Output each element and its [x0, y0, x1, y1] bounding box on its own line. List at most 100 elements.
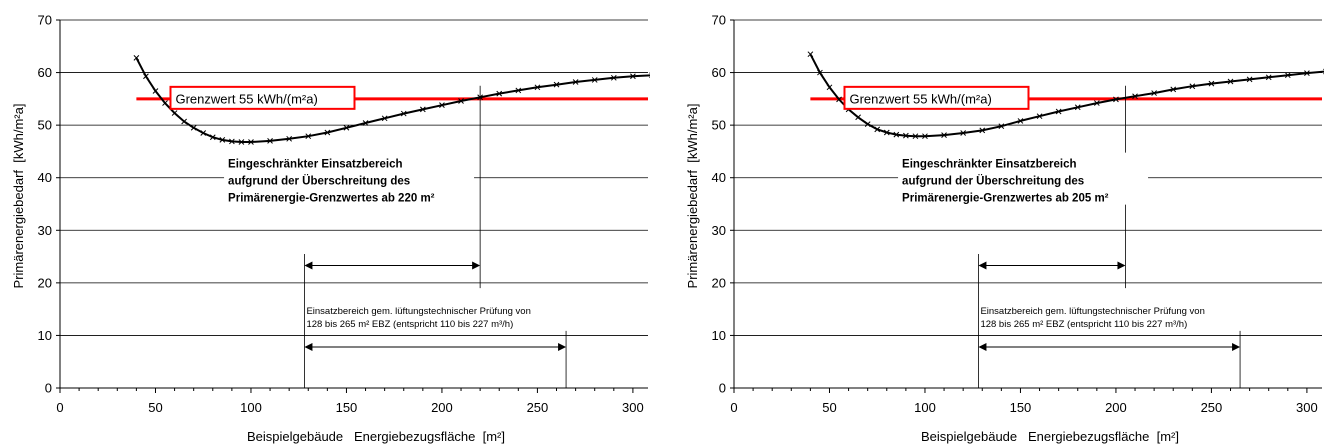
data-point	[855, 114, 861, 121]
data-point	[1151, 90, 1157, 96]
data-point	[1074, 104, 1081, 111]
data-point	[979, 127, 986, 134]
restricted-arrow-head-right	[1117, 261, 1126, 270]
data-point	[143, 73, 149, 80]
data-point	[439, 102, 445, 109]
data-point	[807, 51, 814, 58]
range-arrow-head-left	[978, 342, 987, 351]
data-point	[941, 132, 947, 138]
restricted-annotation-line-2: aufgrund der Überschreitung des	[902, 175, 1084, 188]
x-axis-title: Beispielgebäude Energiebezugsfläche [m²]	[921, 429, 1179, 444]
limit-label: Grenzwert 55 kWh/(m²a)	[849, 91, 991, 106]
restricted-annotation-line-1: Eingeschränkter Einsatzbereich	[228, 159, 402, 171]
data-point	[133, 54, 140, 61]
y-tick-label: 20	[712, 275, 726, 290]
x-tick-label: 250	[527, 400, 549, 415]
data-point	[1304, 70, 1310, 76]
data-point	[572, 79, 579, 85]
y-tick-label: 30	[712, 223, 726, 238]
data-point	[1093, 100, 1100, 106]
y-tick-label: 60	[712, 65, 726, 80]
data-point	[190, 124, 197, 131]
y-tick-label: 20	[38, 275, 52, 290]
range-arrow-head-right	[1232, 342, 1241, 351]
data-point	[419, 106, 426, 113]
data-point	[922, 133, 928, 140]
data-point	[864, 121, 871, 127]
x-tick-label: 250	[1201, 400, 1223, 415]
data-point	[610, 74, 617, 81]
data-point	[162, 100, 168, 106]
y-tick-label: 0	[719, 381, 726, 396]
y-tick-label: 10	[38, 328, 52, 343]
data-point	[912, 133, 919, 140]
data-point	[248, 139, 254, 145]
data-point	[1246, 76, 1253, 83]
data-point	[903, 132, 909, 139]
restricted-annotation-line-2: aufgrund der Überschreitung des	[228, 175, 410, 188]
x-tick-label: 200	[1105, 400, 1127, 415]
data-point	[998, 123, 1005, 130]
range-arrow-head-left	[304, 342, 313, 351]
data-point	[534, 84, 541, 91]
data-point	[238, 139, 245, 145]
restricted-arrow-head-left	[304, 261, 313, 270]
range-arrow-head-right	[558, 342, 567, 351]
restricted-annotation-line-1: Eingeschränkter Einsatzbereich	[902, 159, 1076, 171]
data-point	[152, 88, 159, 94]
data-point	[181, 118, 187, 125]
x-tick-label: 0	[56, 400, 63, 415]
range-annotation-line-1: Einsatzbereich gem. lüftungstechnischer …	[306, 306, 530, 317]
data-point	[1265, 74, 1272, 81]
chart-left: 0 10 20 30 40 50 60 70 0 50 100 150 200 250 300 Beispie…	[11, 13, 650, 444]
series-line	[135, 57, 650, 143]
y-tick-label: 0	[45, 381, 52, 396]
limit-label: Grenzwert 55 kWh/(m²a)	[175, 91, 317, 106]
y-tick-label: 40	[38, 170, 52, 185]
data-point	[553, 81, 560, 88]
data-point	[400, 110, 407, 117]
data-point	[381, 115, 388, 122]
limit-label-box	[169, 85, 356, 110]
data-point	[343, 124, 350, 131]
data-point	[219, 137, 226, 143]
data-point	[1017, 118, 1024, 124]
data-point	[630, 73, 636, 80]
limit-label-box	[843, 85, 1030, 110]
data-point	[229, 138, 235, 145]
data-point	[960, 130, 967, 136]
data-point	[305, 133, 312, 140]
y-axis-title: Primärenergiebedarf [kWh/m²a]	[11, 104, 26, 289]
data-point	[1208, 80, 1215, 87]
y-tick-label: 60	[38, 65, 52, 80]
data-point	[591, 77, 598, 83]
x-tick-label: 200	[431, 400, 453, 415]
data-point	[1055, 108, 1062, 115]
x-tick-label: 100	[914, 400, 936, 415]
restricted-annotation-line-3: Primärenergie-Grenzwertes ab 205 m²	[902, 193, 1109, 205]
x-tick-label: 50	[148, 400, 162, 415]
data-point	[1284, 72, 1291, 79]
data-point	[1227, 78, 1234, 85]
chart-right: 0 10 20 30 40 50 60 70 0 50 100 150 200 250 300 Beispie…	[685, 13, 1324, 444]
data-point	[1132, 93, 1138, 100]
restricted-text-bg	[898, 152, 1149, 205]
x-tick-label: 50	[822, 400, 836, 415]
x-axis-title: Beispielgebäude Energiebezugsfläche [m²]	[247, 429, 505, 444]
data-point	[324, 129, 331, 136]
data-point	[286, 135, 293, 142]
data-point	[200, 130, 207, 136]
y-tick-label: 70	[38, 13, 52, 28]
x-tick-label: 100	[240, 400, 262, 415]
restricted-arrow-head-right	[472, 261, 481, 270]
data-point	[496, 90, 503, 97]
restricted-arrow-head-left	[978, 261, 987, 270]
y-tick-label: 10	[712, 328, 726, 343]
x-tick-label: 300	[622, 400, 644, 415]
data-point	[893, 131, 900, 138]
data-point	[1113, 96, 1119, 103]
data-point	[836, 96, 842, 103]
data-point	[209, 134, 216, 141]
data-point	[1170, 86, 1177, 93]
